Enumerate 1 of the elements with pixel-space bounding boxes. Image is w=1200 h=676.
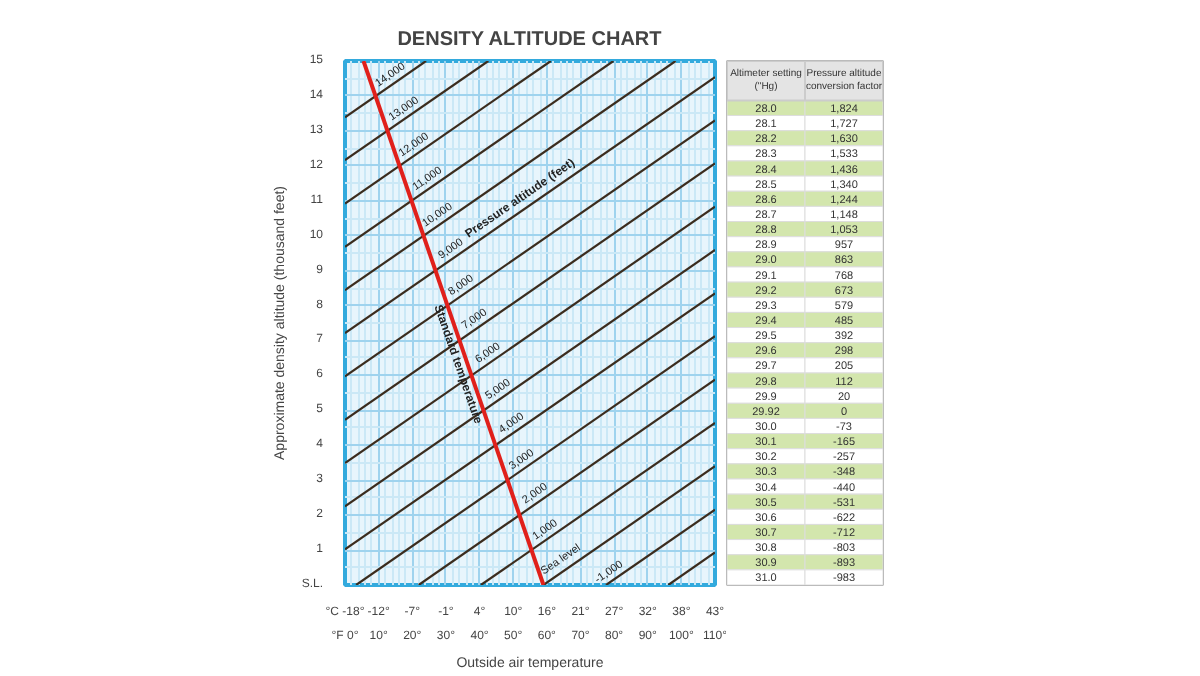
chart-title: DENSITY ALTITUDE CHART bbox=[397, 29, 662, 51]
